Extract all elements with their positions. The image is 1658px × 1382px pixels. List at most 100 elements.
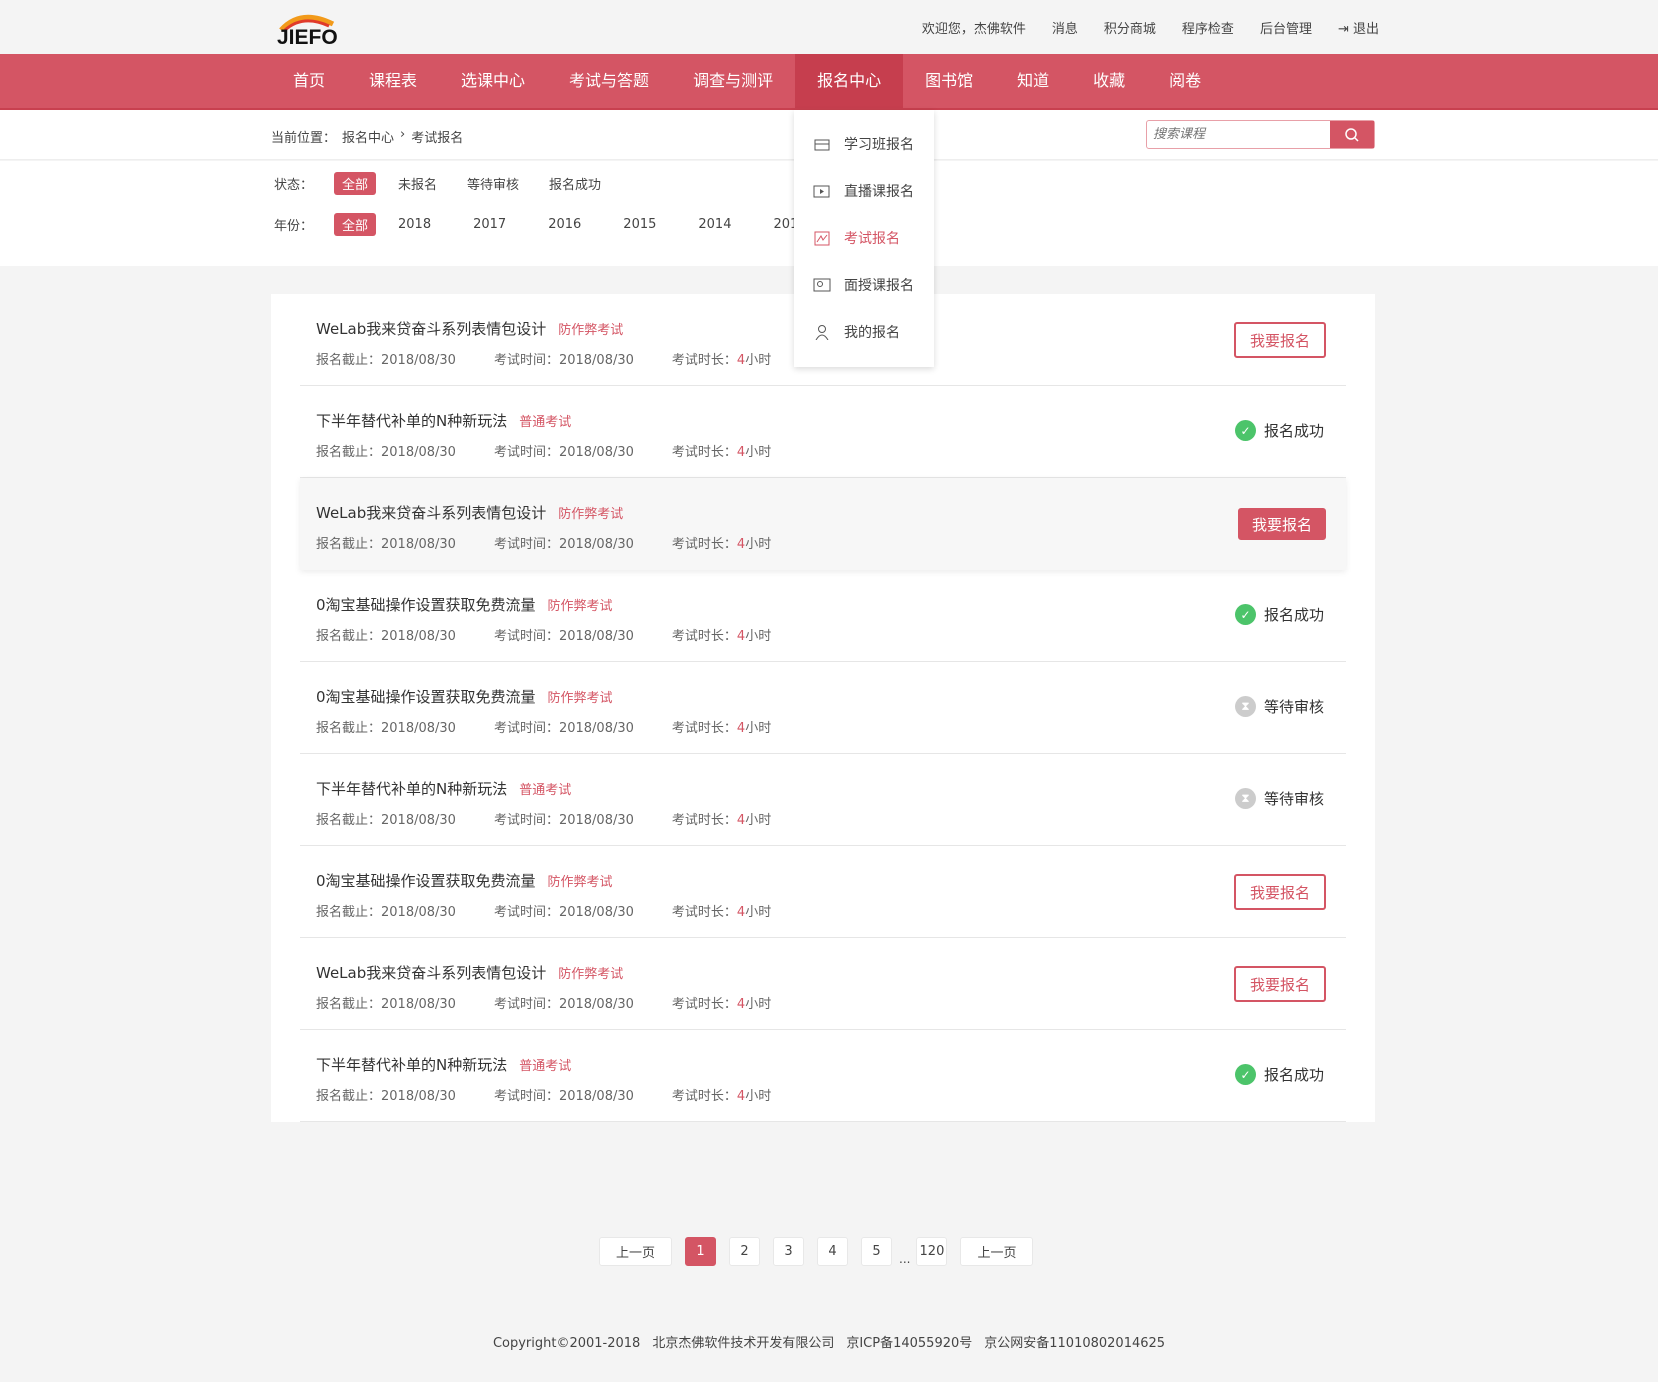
dropdown-item-label: 直播课报名 <box>844 183 914 200</box>
exam-title[interactable]: 下半年替代补单的N种新玩法 普通考试 <box>316 410 571 431</box>
exam-row: 下半年替代补单的N种新玩法 普通考试 报名截止：2018/08/30 考试时间：201… <box>300 754 1346 846</box>
search-icon <box>1345 127 1359 142</box>
exam-time: 考试时间：2018/08/30 <box>494 1085 634 1104</box>
year-filter-chip[interactable]: 2018 <box>398 217 432 232</box>
page-button[interactable]: 1 <box>685 1237 716 1266</box>
signup-button[interactable]: 我要报名 <box>1234 966 1326 1002</box>
dropdown-item[interactable]: 直播课报名 <box>794 167 934 214</box>
year-filter-chip[interactable]: 2017 <box>473 217 507 232</box>
signup-button[interactable]: 我要报名 <box>1238 508 1326 540</box>
exam-title-text[interactable]: 下半年替代补单的N种新玩法 <box>316 780 508 798</box>
dropdown-item[interactable]: 考试报名 <box>794 214 934 261</box>
prev-page-button[interactable]: 上一页 <box>599 1237 672 1266</box>
exam-title[interactable]: WeLab我来贷奋斗系列表情包设计 防作弊考试 <box>316 962 623 983</box>
exam-deadline: 报名截止：2018/08/30 <box>316 533 456 552</box>
signup-button[interactable]: 我要报名 <box>1234 322 1326 358</box>
class-icon <box>812 136 832 152</box>
dropdown-item[interactable]: 我的报名 <box>794 308 934 355</box>
exam-title-text[interactable]: WeLab我来贷奋斗系列表情包设计 <box>316 504 547 522</box>
page-button[interactable]: 3 <box>773 1237 804 1266</box>
duration-number: 4 <box>736 813 746 828</box>
exam-title-text[interactable]: 下半年替代补单的N种新玩法 <box>316 1056 508 1074</box>
nav-item[interactable]: 考试与答题 <box>569 71 650 90</box>
exam-title-text[interactable]: 下半年替代补单的N种新玩法 <box>316 412 508 430</box>
nav-item[interactable]: 阅卷 <box>1169 71 1202 90</box>
exam-title-text[interactable]: WeLab我来贷奋斗系列表情包设计 <box>316 964 547 982</box>
exam-duration: 考试时长：4小时 <box>672 717 771 736</box>
status-filter-chip[interactable]: 等待审核 <box>467 178 520 193</box>
exam-type-tag: 防作弊考试 <box>547 691 613 706</box>
exam-meta: 报名截止：2018/08/30 考试时间：2018/08/30 考试时长：4小时 <box>316 717 809 736</box>
copyright: Copyright©2001-2018 <box>492 1336 641 1351</box>
exam-title-text[interactable]: 0淘宝基础操作设置获取免费流量 <box>316 872 536 890</box>
exam-title[interactable]: 0淘宝基础操作设置获取免费流量 防作弊考试 <box>316 686 613 707</box>
status-text: 报名成功 <box>1263 422 1324 440</box>
exam-title[interactable]: WeLab我来贷奋斗系列表情包设计 防作弊考试 <box>316 318 623 339</box>
status-filter-chip[interactable]: 未报名 <box>398 178 438 193</box>
nav-item[interactable]: 选课中心 <box>461 71 526 90</box>
exam-title[interactable]: 下半年替代补单的N种新玩法 普通考试 <box>316 1054 571 1075</box>
nav-item[interactable]: 首页 <box>293 71 326 90</box>
meta-value: 2018/08/30 <box>381 629 456 644</box>
exam-title[interactable]: WeLab我来贷奋斗系列表情包设计 防作弊考试 <box>316 502 623 523</box>
dropdown-item[interactable]: 面授课报名 <box>794 261 934 308</box>
page-button[interactable]: 4 <box>817 1237 848 1266</box>
year-filter-chip[interactable]: 全部 <box>334 213 377 236</box>
logout-link[interactable]: ⇥ 退出 <box>1337 22 1379 37</box>
link-program-check[interactable]: 程序检查 <box>1181 22 1234 37</box>
meta-value: 2018/08/30 <box>558 353 634 368</box>
year-filter-chip[interactable]: 2016 <box>548 217 582 232</box>
meta-label: 考试时长： <box>671 445 737 460</box>
exam-type-tag: 防作弊考试 <box>547 599 613 614</box>
meta-label: 报名截止： <box>316 813 382 828</box>
nav-item[interactable]: 图书馆 <box>925 71 974 90</box>
meta-value: 2018/08/30 <box>558 905 634 920</box>
next-page-button[interactable]: 上一页 <box>960 1237 1034 1266</box>
page-button[interactable]: 5 <box>861 1237 892 1266</box>
link-messages[interactable]: 消息 <box>1051 22 1078 37</box>
breadcrumb-parent[interactable]: 报名中心 <box>342 131 395 146</box>
signup-button[interactable]: 我要报名 <box>1234 874 1326 910</box>
police-record[interactable]: 京公网安备11010802014625 <box>984 1336 1166 1351</box>
nav-item[interactable]: 收藏 <box>1093 71 1126 90</box>
year-filter-chip[interactable]: 2015 <box>623 217 657 232</box>
page-button[interactable]: 2 <box>729 1237 760 1266</box>
company-name: 北京杰佛软件技术开发有限公司 <box>652 1336 835 1351</box>
live-icon <box>812 183 832 199</box>
nav-item[interactable]: 报名中心 <box>795 54 904 108</box>
meta-label: 报名截止： <box>316 353 382 368</box>
exam-duration: 考试时长：4小时 <box>672 809 771 828</box>
exam-type-tag: 普通考试 <box>519 415 572 430</box>
meta-label: 报名截止： <box>316 905 382 920</box>
year-filter-chip[interactable]: 2014 <box>698 217 732 232</box>
nav-item[interactable]: 课程表 <box>369 71 418 90</box>
nav-item[interactable]: 知道 <box>1017 71 1050 90</box>
exam-title-text[interactable]: WeLab我来贷奋斗系列表情包设计 <box>316 320 547 338</box>
exam-title-text[interactable]: 0淘宝基础操作设置获取免费流量 <box>316 688 536 706</box>
meta-label: 考试时间： <box>493 629 559 644</box>
link-admin[interactable]: 后台管理 <box>1259 22 1312 37</box>
link-points-mall[interactable]: 积分商城 <box>1103 22 1156 37</box>
exam-deadline: 报名截止：2018/08/30 <box>316 441 456 460</box>
exam-type-tag: 防作弊考试 <box>547 875 613 890</box>
exam-title[interactable]: 下半年替代补单的N种新玩法 普通考试 <box>316 778 571 799</box>
search-input[interactable] <box>1147 121 1330 148</box>
meta-label: 报名截止： <box>316 537 382 552</box>
exam-title[interactable]: 0淘宝基础操作设置获取免费流量 防作弊考试 <box>316 594 613 615</box>
icp-number[interactable]: 京ICP备14055920号 <box>846 1336 973 1351</box>
nav-item[interactable]: 调查与测评 <box>693 71 774 90</box>
exam-title[interactable]: 0淘宝基础操作设置获取免费流量 防作弊考试 <box>316 870 613 891</box>
duration-unit: 小时 <box>745 997 772 1012</box>
exam-row: WeLab我来贷奋斗系列表情包设计 防作弊考试 报名截止：2018/08/30 考试时… <box>300 294 1346 386</box>
status-filter-chip[interactable]: 报名成功 <box>549 178 602 193</box>
page-button-last[interactable]: 120 <box>916 1237 948 1266</box>
dropdown-item[interactable]: 学习班报名 <box>794 120 934 167</box>
search-button[interactable] <box>1330 121 1374 148</box>
status-text: 等待审核 <box>1263 698 1324 716</box>
status-text: 报名成功 <box>1263 606 1324 624</box>
exam-title-text[interactable]: 0淘宝基础操作设置获取免费流量 <box>316 596 536 614</box>
jiefo-logo[interactable]: JIEFO <box>271 10 357 46</box>
duration-unit: 小时 <box>745 813 772 828</box>
status-filter-chip[interactable]: 全部 <box>334 172 377 195</box>
exam-meta: 报名截止：2018/08/30 考试时间：2018/08/30 考试时长：4小时 <box>316 349 809 368</box>
